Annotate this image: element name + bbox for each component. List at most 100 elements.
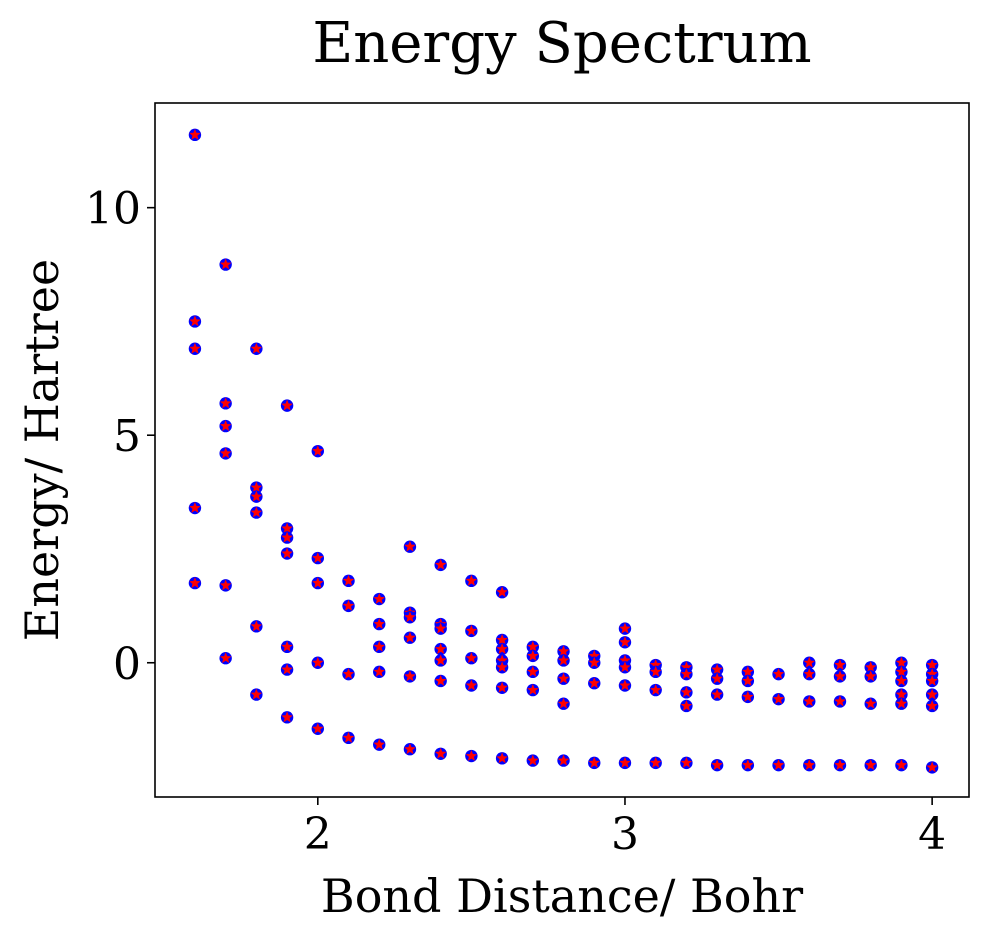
data-point — [280, 640, 294, 654]
data-point — [465, 679, 478, 692]
data-point — [280, 711, 294, 724]
point-star-marker — [711, 688, 723, 700]
data-point — [342, 574, 355, 588]
y-tick-label: 0 — [113, 639, 141, 690]
data-point — [557, 645, 570, 658]
data-point — [495, 661, 509, 674]
data-point — [280, 399, 294, 412]
data-point — [618, 636, 632, 649]
point-star-marker — [926, 761, 938, 773]
point-star-marker — [742, 674, 754, 686]
chart-title: Energy Spectrum — [312, 11, 811, 76]
point-star-marker — [895, 665, 908, 677]
data-point — [373, 665, 386, 679]
data-point — [495, 752, 509, 765]
point-star-marker — [250, 506, 263, 518]
data-point — [772, 758, 785, 772]
point-star-marker — [404, 743, 416, 755]
data-point — [588, 656, 601, 669]
data-point — [219, 397, 232, 410]
point-star-marker — [373, 593, 385, 604]
data-point — [373, 592, 386, 606]
data-point — [311, 444, 324, 458]
data-point — [925, 761, 939, 774]
point-star-marker — [527, 665, 539, 677]
point-star-marker — [404, 611, 416, 623]
point-star-marker — [680, 668, 693, 679]
point-star-marker — [895, 674, 908, 686]
point-star-marker — [619, 636, 631, 648]
data-point — [680, 667, 693, 681]
data-point — [219, 258, 232, 271]
point-star-marker — [588, 656, 600, 668]
data-point — [680, 686, 693, 699]
point-star-marker — [434, 643, 447, 654]
point-star-marker — [281, 663, 293, 675]
point-star-marker — [926, 699, 938, 711]
data-point — [250, 688, 263, 701]
point-star-marker — [557, 654, 570, 666]
point-star-marker — [434, 558, 447, 570]
point-star-marker — [527, 684, 539, 695]
point-star-marker — [772, 693, 785, 705]
data-point — [434, 642, 447, 656]
data-point — [741, 674, 755, 688]
point-star-marker — [465, 652, 478, 664]
point-star-marker — [373, 738, 385, 750]
data-point — [465, 749, 478, 763]
data-point — [250, 481, 263, 494]
data-point — [250, 506, 263, 519]
x-axis: 2 3 4 — [304, 797, 946, 860]
data-point — [895, 656, 908, 669]
data-point — [250, 620, 263, 633]
data-point — [588, 756, 601, 770]
point-star-marker — [219, 652, 232, 664]
point-star-marker — [250, 490, 263, 502]
point-star-marker — [527, 754, 539, 766]
data-point — [465, 652, 478, 665]
point-star-marker — [711, 672, 723, 684]
point-star-marker — [711, 663, 723, 675]
point-star-marker — [834, 670, 846, 682]
point-star-marker — [557, 672, 570, 684]
data-point — [434, 747, 447, 760]
point-star-marker — [649, 659, 662, 670]
data-point — [833, 695, 847, 708]
y-axis: 0 5 10 — [85, 184, 155, 690]
point-star-marker — [834, 659, 846, 670]
data-point — [434, 674, 447, 688]
data-point — [495, 642, 509, 656]
point-star-marker — [342, 668, 355, 679]
data-point — [250, 342, 263, 355]
data-point — [465, 574, 478, 588]
data-point — [925, 674, 939, 688]
point-star-marker — [557, 697, 570, 709]
point-star-marker — [281, 640, 293, 652]
data-point — [188, 501, 202, 515]
data-point — [833, 758, 847, 772]
point-star-marker — [189, 342, 201, 354]
data-point — [403, 631, 417, 644]
data-point — [618, 622, 632, 635]
data-point — [342, 599, 355, 613]
point-star-marker — [803, 759, 815, 770]
data-point — [895, 665, 908, 679]
data-point — [557, 654, 570, 667]
point-star-marker — [926, 688, 938, 700]
point-star-marker — [527, 649, 539, 661]
data-point — [710, 758, 724, 772]
point-star-marker — [465, 750, 478, 761]
point-star-marker — [373, 618, 385, 629]
point-star-marker — [680, 661, 693, 673]
data-points — [188, 128, 939, 774]
data-point — [649, 683, 662, 697]
data-point — [219, 419, 232, 433]
point-star-marker — [834, 759, 846, 770]
point-star-marker — [219, 447, 232, 459]
point-star-marker — [557, 754, 570, 766]
point-star-marker — [865, 759, 877, 770]
data-point — [526, 754, 540, 767]
data-point — [250, 490, 263, 503]
point-star-marker — [742, 690, 754, 702]
point-star-marker — [250, 481, 263, 493]
